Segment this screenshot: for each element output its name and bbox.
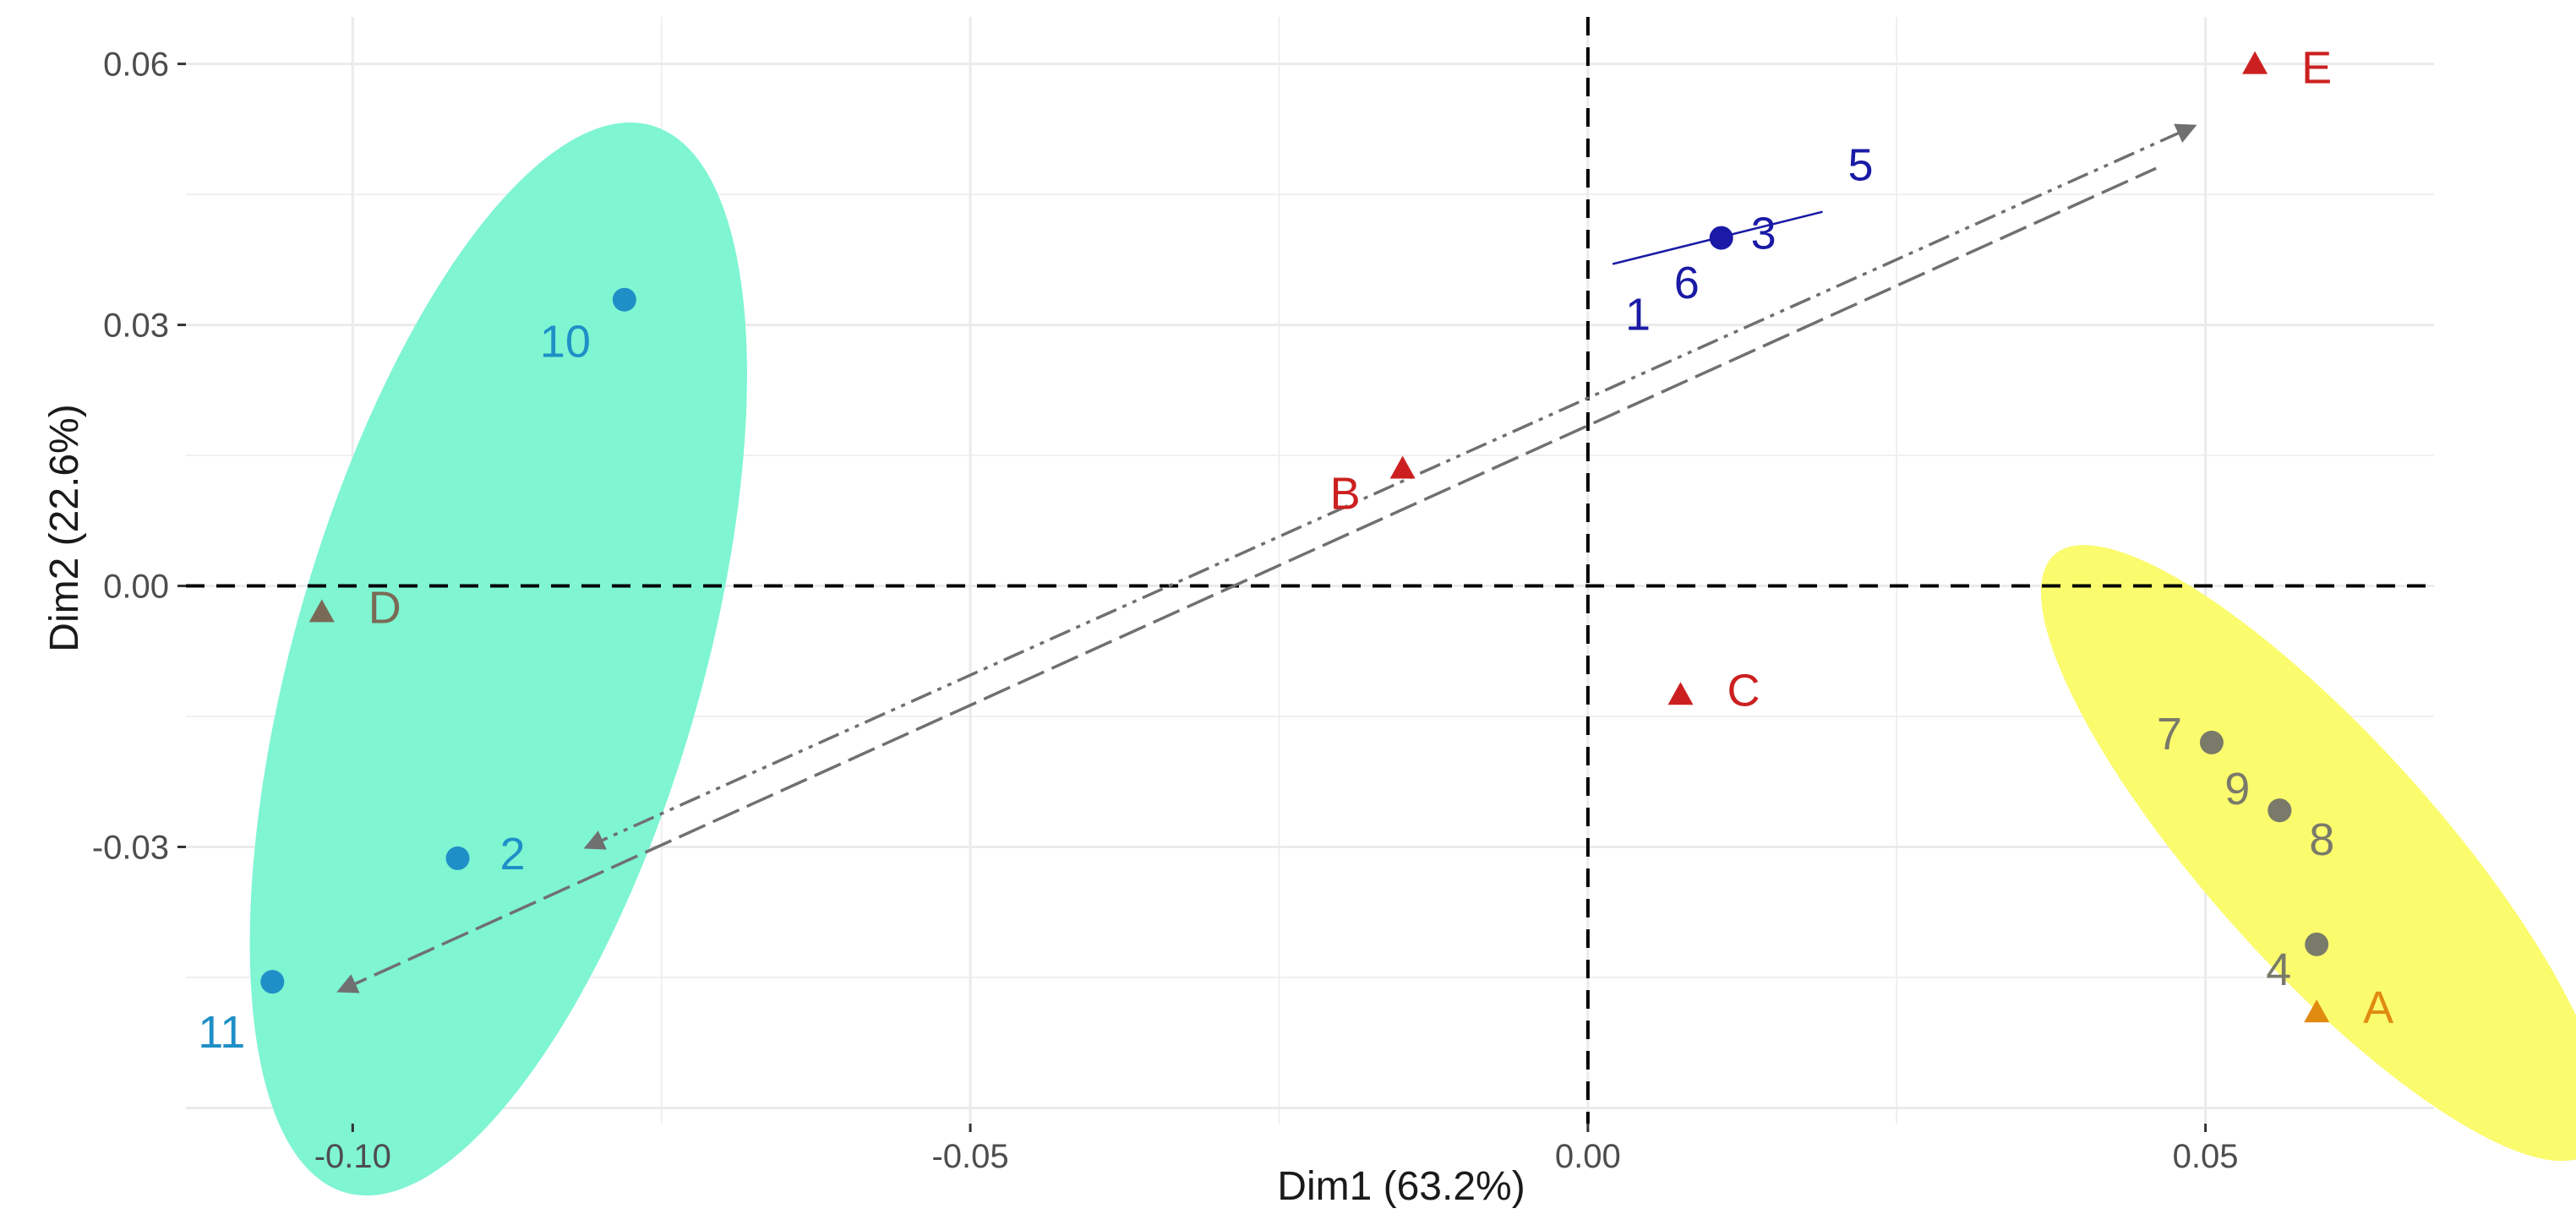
x-axis-title: Dim1 (63.2%)	[1277, 1164, 1525, 1209]
point-label-1: 1	[1625, 289, 1651, 340]
point-marker-4	[2305, 932, 2329, 956]
point-label-7: 7	[2157, 709, 2182, 759]
point-label-E: E	[2301, 43, 2332, 94]
point-label-11: 11	[198, 1007, 245, 1058]
y-tick-labels: 0.06 0.03 0.00 -0.03	[92, 46, 186, 867]
point-label-A: A	[2363, 983, 2393, 1033]
x-tick-label: 0.05	[2173, 1138, 2239, 1175]
arrow-2	[336, 166, 2157, 994]
point-marker-7	[2199, 730, 2224, 754]
point-marker-C	[1667, 682, 1694, 705]
point-marker-B	[1389, 455, 1416, 479]
point-marker-E	[2242, 51, 2268, 74]
y-tick-label: 0.03	[103, 308, 169, 345]
point-marker-10	[612, 287, 636, 312]
point-label-C: C	[1727, 665, 1760, 716]
point-marker-11	[260, 970, 285, 994]
point-label-B: B	[1330, 469, 1361, 520]
x-tick-label: 0.00	[1555, 1138, 1621, 1175]
point-marker-D	[308, 599, 335, 623]
point-label-5: 5	[1848, 140, 1874, 191]
arrow-layer	[336, 123, 2197, 994]
point-label-9: 9	[2224, 764, 2250, 814]
x-tick-label: -0.05	[931, 1138, 1008, 1175]
y-tick-label: 0.00	[103, 569, 169, 606]
x-tick-label: -0.10	[314, 1138, 391, 1175]
point-label-10: 10	[540, 317, 591, 367]
y-tick-label: 0.06	[103, 46, 169, 84]
point-marker-A	[2304, 999, 2330, 1023]
point-label-8: 8	[2309, 814, 2334, 865]
point-marker-8	[2268, 798, 2292, 823]
point-marker-3	[1709, 226, 1733, 250]
y-tick-label: -0.03	[92, 830, 169, 867]
arrow-1	[583, 123, 2197, 850]
point-label-D: D	[368, 582, 401, 633]
point-marker-2	[445, 846, 470, 870]
point-label-4: 4	[2266, 945, 2291, 995]
point-label-6: 6	[1674, 258, 1700, 308]
x-tick-labels: -0.10 -0.05 0.00 0.05	[314, 1124, 2239, 1175]
confidence-ellipse-1	[249, 122, 747, 1196]
point-label-3: 3	[1751, 209, 1776, 259]
ellipse-layer	[249, 122, 2576, 1196]
point-label-2: 2	[500, 829, 526, 879]
y-axis-title: Dim2 (22.6%)	[42, 404, 87, 651]
